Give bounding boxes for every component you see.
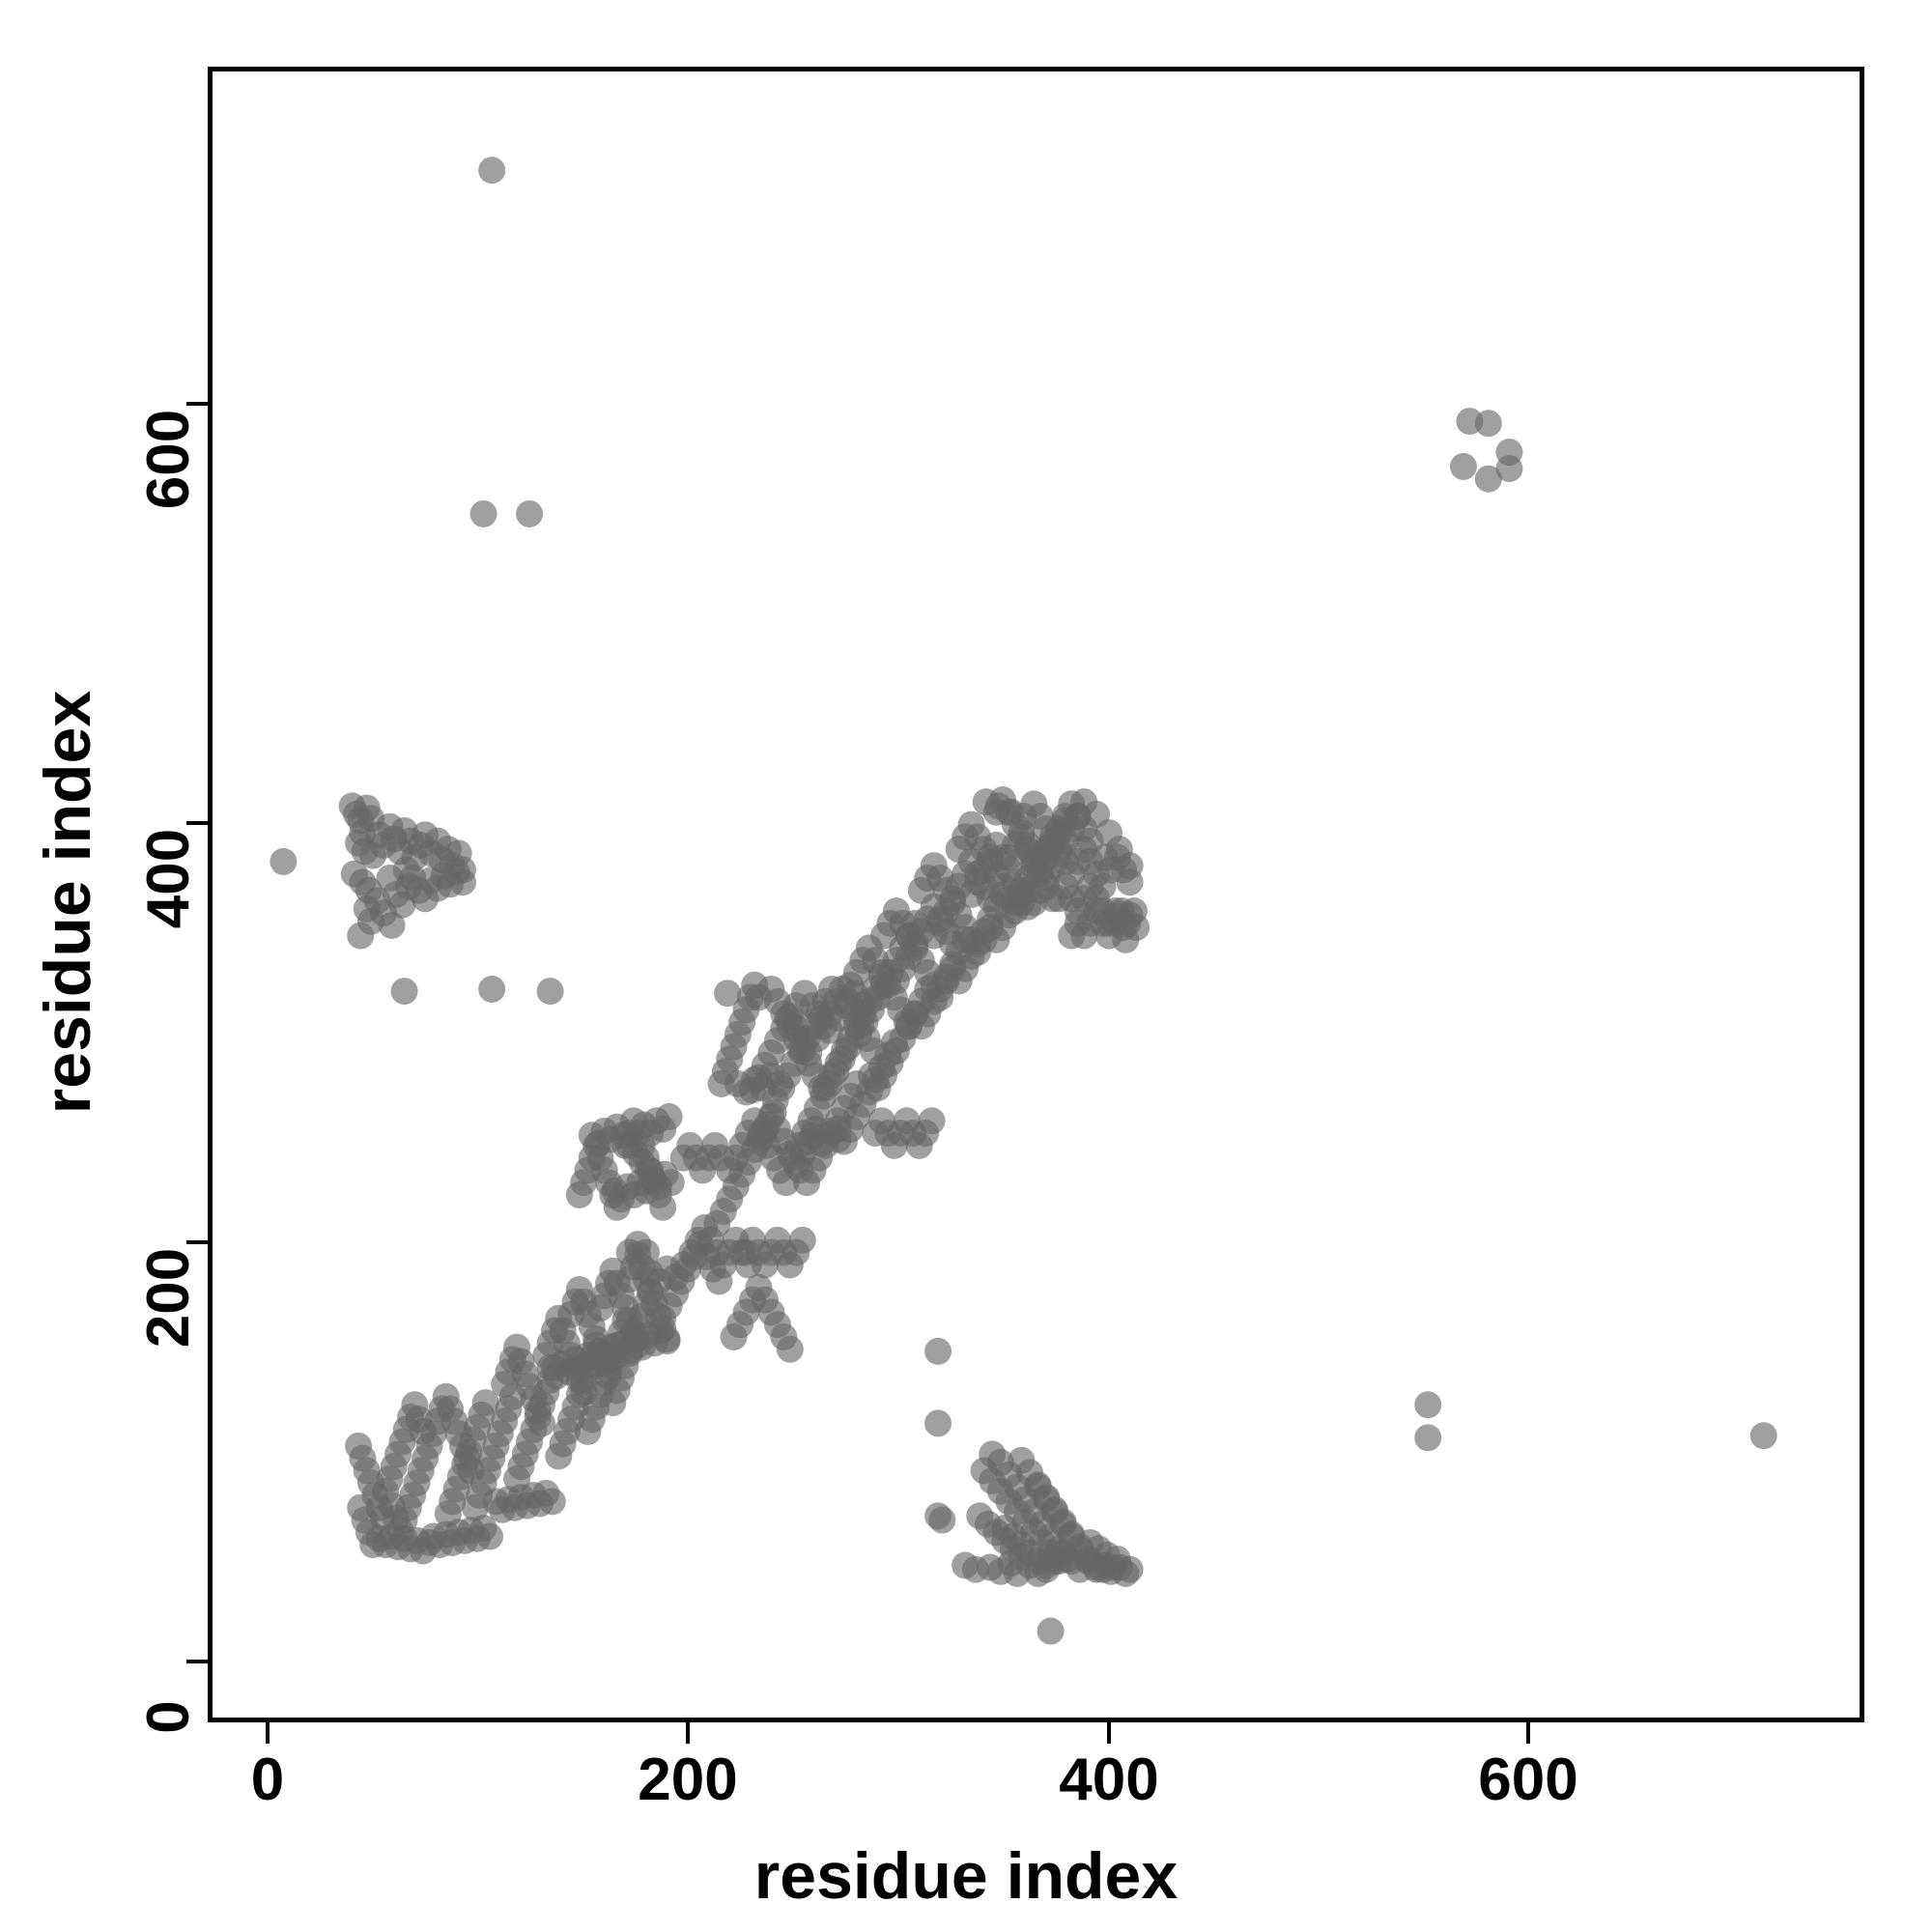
x-tick-200 [686,1722,690,1744]
y-tick-400 [186,821,208,825]
x-ticklabel-0: 0 [250,1747,285,1813]
x-tick-400 [1107,1722,1111,1744]
scatter-points-layer [213,71,1860,1718]
y-ticklabel-0: 0 [135,1700,202,1734]
y-axis-label: residue index [31,690,104,1115]
x-ticklabel-200: 200 [638,1747,738,1813]
x-axis-label: residue index [753,1839,1179,1913]
x-ticklabel-400: 400 [1059,1747,1159,1813]
x-tick-0 [266,1722,270,1744]
y-tick-200 [186,1240,208,1244]
plot-panel [208,67,1864,1722]
x-ticklabel-600: 600 [1478,1747,1578,1813]
y-ticklabel-200: 200 [135,1247,202,1349]
y-ticklabel-600: 600 [135,409,202,510]
y-tick-600 [186,402,208,406]
y-tick-0 [186,1660,208,1663]
y-ticklabel-400: 400 [135,828,202,929]
x-tick-600 [1526,1722,1530,1744]
